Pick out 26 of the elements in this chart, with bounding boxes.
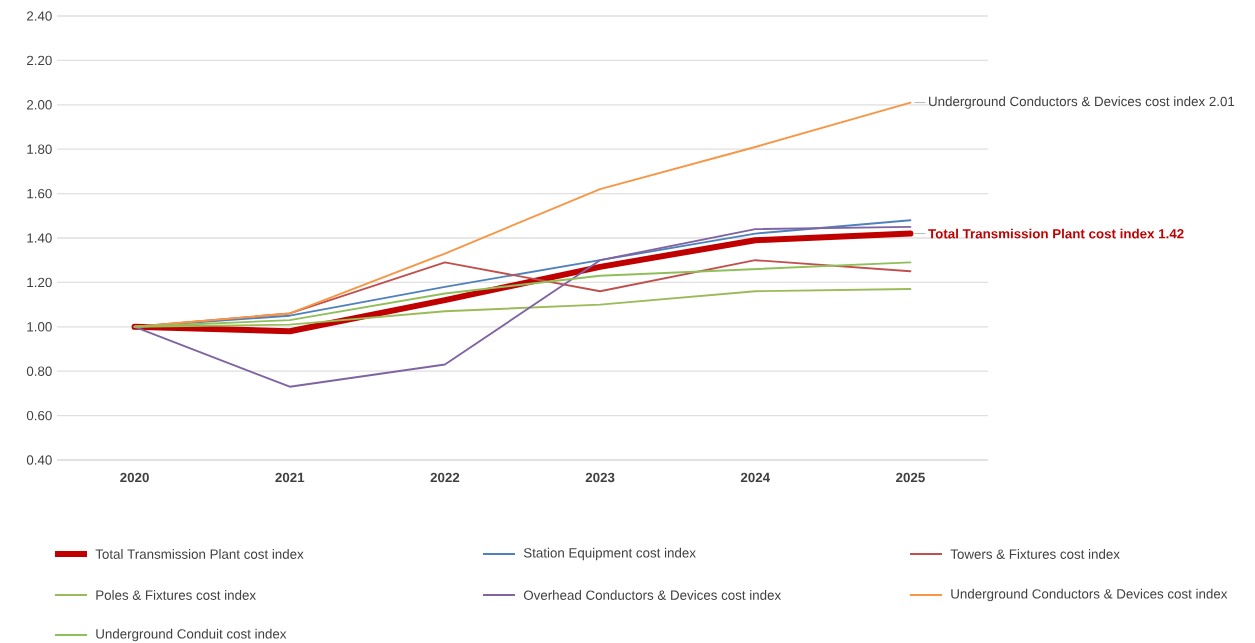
y-tick-label: 0.80 [26,366,52,376]
y-tick-label: 2.00 [27,100,52,110]
legend-label: Underground Conduit cost index [96,628,287,642]
annotation: Total Transmission Plant cost index 1.42 [928,228,1184,239]
y-tick-label: 2.40 [27,11,52,21]
x-tick-label: 2020 [120,472,149,483]
y-tick-label: 1.40 [27,233,52,243]
annotation: Underground Conductors & Devices cost index 2.01 [929,96,1235,109]
legend-label: Towers & Fixtures cost index [950,549,1120,559]
legend-label: Underground Conductors & Devices cost index [951,588,1228,602]
x-tick-label: 2025 [896,472,925,483]
y-tick-label: 1.20 [27,277,52,288]
y-tick-label: 1.80 [27,144,52,154]
y-tick-label: 2.20 [27,55,52,66]
x-tick-label: 2023 [585,472,615,483]
y-tick-label: 1.00 [27,322,52,332]
legend-label: Poles & Fixtures cost index [96,590,256,600]
y-tick-label: 0.60 [26,410,52,421]
legend-label: Total Transmission Plant cost index [95,549,304,559]
x-tick-label: 2021 [275,472,305,483]
x-tick-label: 2024 [740,472,771,483]
legend-label: Overhead Conductors & Devices cost index [523,590,781,600]
x-tick-label: 2022 [430,472,460,483]
legend-label: Station Equipment cost index [523,547,696,561]
y-tick-label: 0.40 [26,455,52,465]
y-tick-label: 1.60 [27,188,52,199]
